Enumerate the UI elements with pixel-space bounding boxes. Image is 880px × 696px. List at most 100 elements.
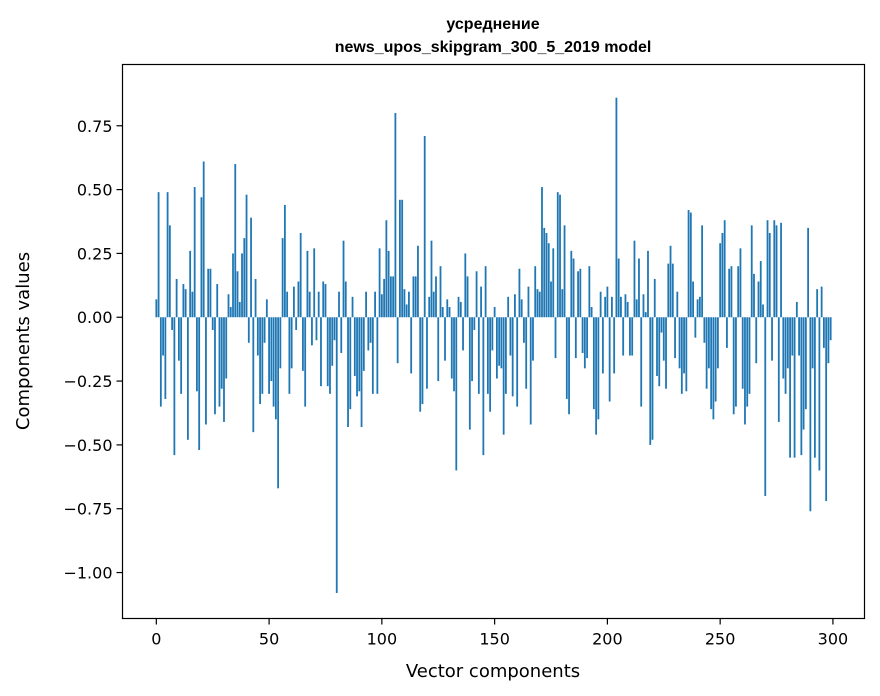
bar bbox=[545, 233, 548, 318]
bar bbox=[710, 317, 713, 410]
bar bbox=[620, 296, 622, 318]
bar bbox=[202, 161, 205, 318]
bar bbox=[635, 299, 638, 318]
bar bbox=[353, 317, 356, 376]
bar bbox=[556, 192, 559, 318]
bar bbox=[590, 307, 593, 318]
bar bbox=[827, 317, 830, 364]
bar bbox=[223, 317, 225, 422]
bar bbox=[789, 317, 791, 458]
bar bbox=[272, 317, 275, 407]
bar bbox=[489, 317, 492, 412]
bar bbox=[809, 317, 812, 512]
bar bbox=[529, 317, 532, 425]
bar bbox=[606, 286, 609, 318]
bar bbox=[274, 317, 277, 420]
bar bbox=[509, 317, 512, 356]
y-tick-label: 0.25 bbox=[77, 244, 113, 263]
bar bbox=[211, 317, 214, 331]
bar bbox=[173, 317, 176, 456]
bar bbox=[263, 317, 266, 343]
bar bbox=[265, 299, 268, 318]
chart-subtitle: news_upos_skipgram_300_5_2019 model bbox=[335, 39, 652, 56]
bar bbox=[293, 286, 295, 318]
bar bbox=[234, 164, 237, 318]
bar bbox=[782, 317, 785, 379]
bar bbox=[759, 261, 762, 318]
bar bbox=[157, 192, 160, 318]
bar bbox=[687, 210, 690, 318]
bar bbox=[532, 317, 534, 361]
bar bbox=[365, 291, 367, 318]
bar bbox=[241, 253, 243, 318]
bar bbox=[500, 317, 503, 369]
x-tick-label: 200 bbox=[592, 630, 623, 649]
bar bbox=[182, 284, 185, 318]
bar bbox=[421, 317, 424, 405]
bar bbox=[498, 317, 501, 366]
bar bbox=[823, 317, 825, 348]
bar bbox=[820, 286, 823, 318]
bar bbox=[462, 317, 464, 351]
bar bbox=[793, 317, 796, 458]
bar bbox=[732, 317, 735, 415]
bar bbox=[712, 317, 715, 420]
bar bbox=[164, 317, 167, 399]
bar bbox=[595, 317, 598, 435]
bar bbox=[209, 268, 212, 318]
bar bbox=[570, 250, 573, 318]
bar bbox=[401, 199, 404, 318]
bar bbox=[617, 258, 620, 318]
bar bbox=[671, 263, 674, 318]
bar bbox=[818, 317, 821, 471]
bar bbox=[491, 317, 494, 351]
bar bbox=[283, 204, 286, 318]
bar bbox=[187, 317, 189, 440]
bar bbox=[414, 276, 417, 318]
bar bbox=[270, 317, 273, 382]
bar bbox=[613, 317, 616, 374]
bar bbox=[527, 286, 530, 318]
bar bbox=[717, 317, 719, 369]
bar bbox=[338, 291, 340, 318]
bar bbox=[730, 266, 733, 318]
bar bbox=[250, 217, 252, 318]
bar bbox=[583, 317, 586, 369]
bar bbox=[351, 296, 354, 318]
bar bbox=[640, 317, 643, 407]
bar bbox=[326, 317, 329, 387]
bar bbox=[676, 291, 679, 318]
bar bbox=[507, 296, 510, 318]
bar bbox=[180, 317, 183, 394]
bar bbox=[608, 317, 611, 402]
bar bbox=[552, 248, 555, 318]
bar bbox=[599, 291, 602, 318]
bar bbox=[565, 317, 568, 399]
bar bbox=[484, 266, 487, 318]
bar bbox=[601, 317, 604, 374]
y-tick-label: −0.25 bbox=[63, 372, 112, 391]
bar bbox=[430, 240, 433, 318]
bar bbox=[349, 317, 352, 410]
bar bbox=[385, 220, 388, 318]
bar bbox=[256, 317, 259, 356]
bar bbox=[563, 225, 566, 318]
bar bbox=[344, 281, 347, 318]
bar bbox=[669, 245, 672, 318]
bar bbox=[408, 291, 410, 318]
bar bbox=[290, 317, 293, 369]
bar bbox=[159, 317, 162, 407]
bar bbox=[189, 250, 192, 318]
bar bbox=[281, 238, 284, 318]
bar bbox=[651, 317, 654, 440]
bar bbox=[536, 289, 539, 318]
bar bbox=[340, 317, 343, 353]
y-axis-ticks: 0.75 0.50 0.25 0.00 −0.25 −0.50 −0.75 −1.00 bbox=[63, 117, 123, 583]
bar bbox=[667, 263, 670, 318]
bar bbox=[371, 317, 374, 394]
bar bbox=[689, 212, 692, 318]
bar bbox=[638, 258, 640, 318]
bar bbox=[387, 250, 390, 318]
y-tick-label: −1.00 bbox=[63, 564, 112, 583]
bar bbox=[259, 317, 261, 405]
